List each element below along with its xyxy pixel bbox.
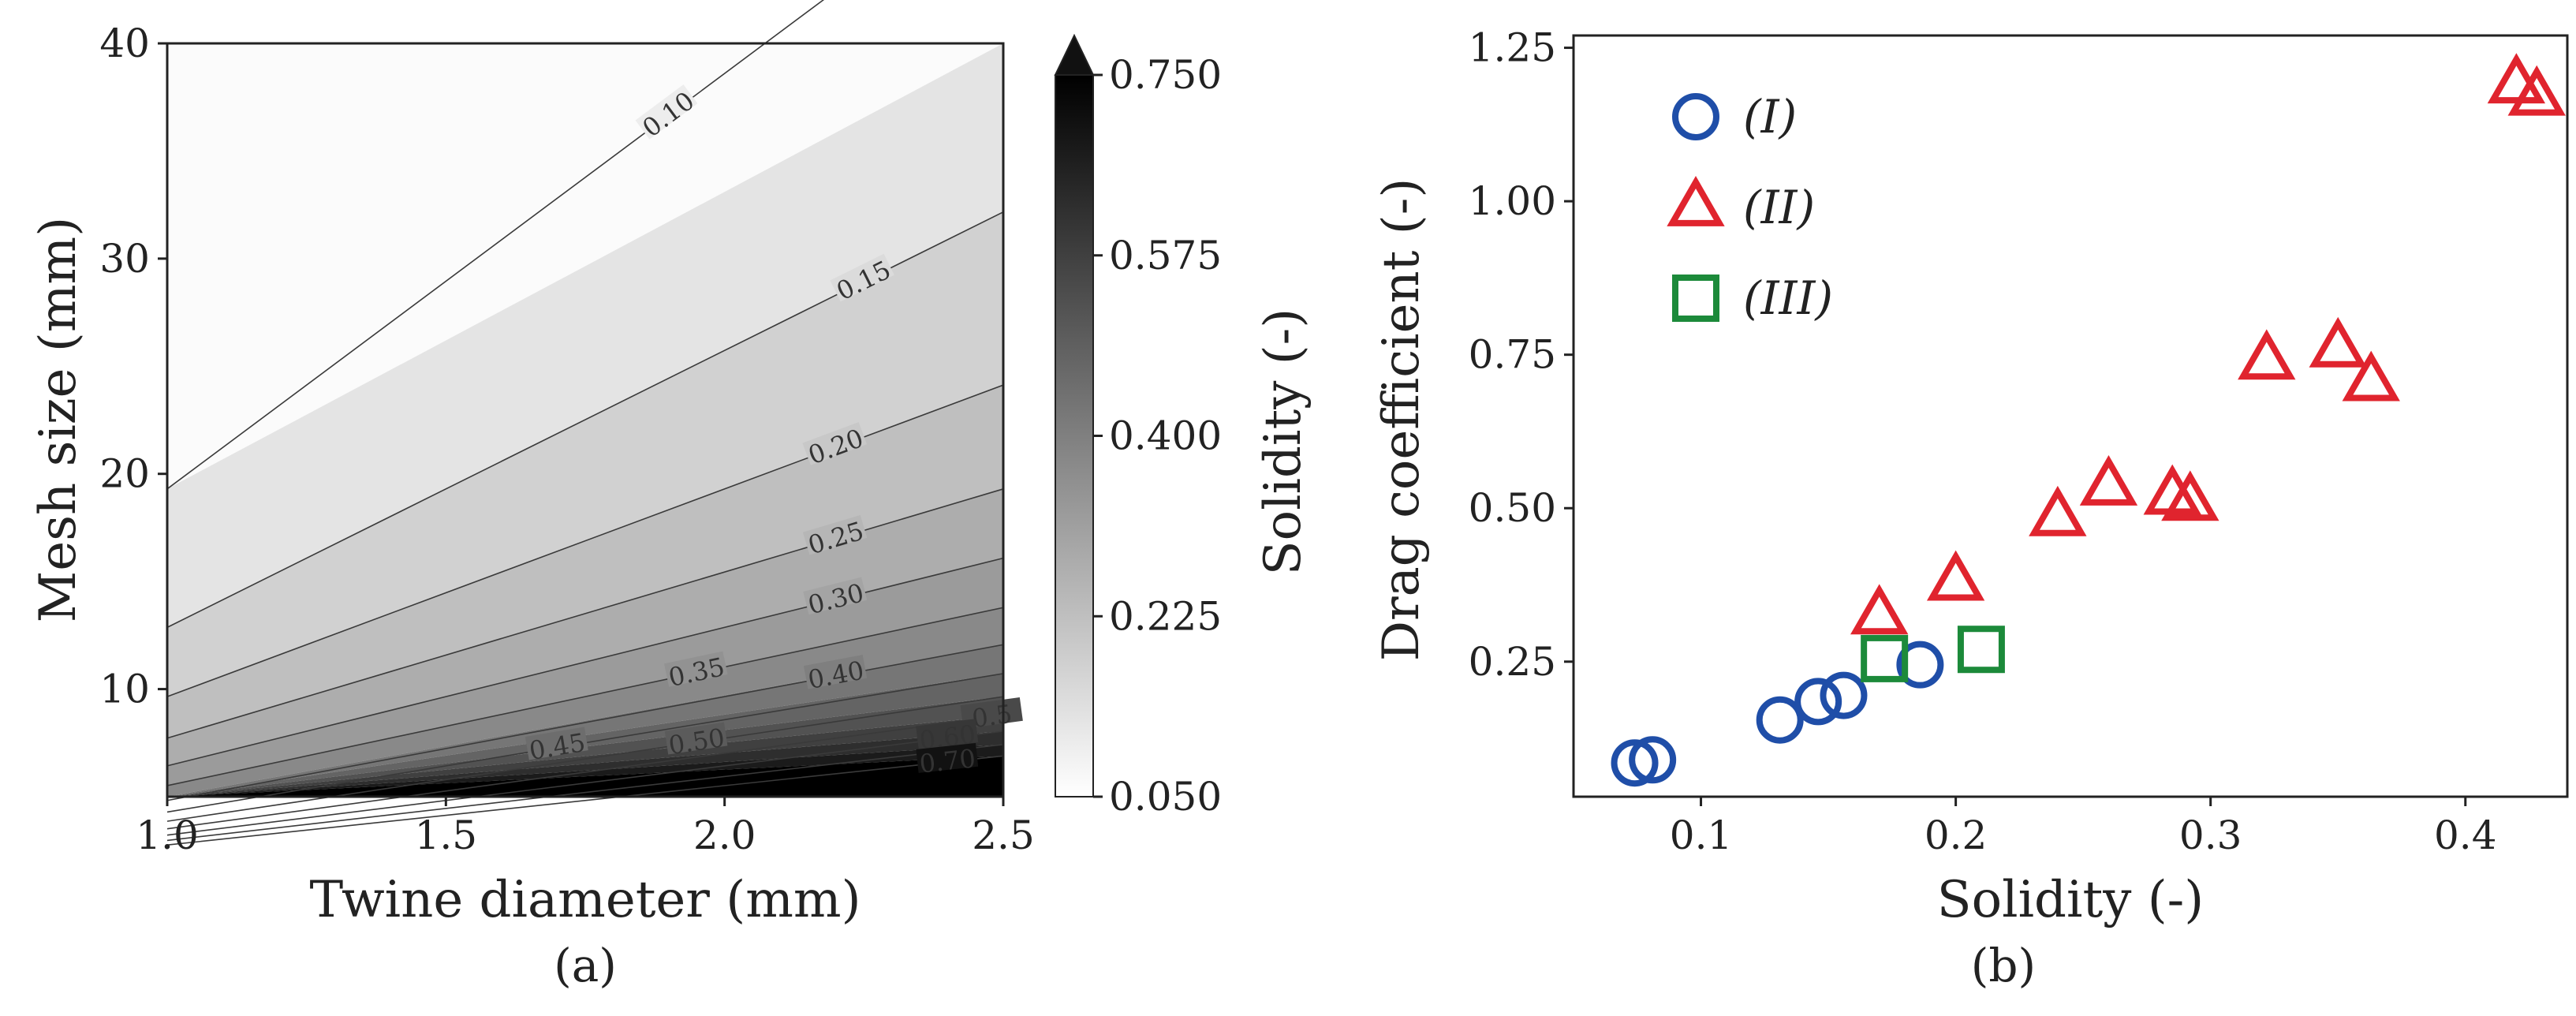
contour-label: 0.70 bbox=[918, 743, 977, 779]
x-tick-label: 1.0 bbox=[136, 812, 199, 858]
contour-label-bg bbox=[664, 651, 728, 687]
colorbar-tick-label: 0.575 bbox=[1109, 233, 1222, 278]
panel-a-x-axis-label: Twine diameter (mm) bbox=[309, 871, 861, 929]
panel-b-y-ticks: 0.25 0.50 0.75 1.00 1.25 bbox=[1469, 25, 1574, 685]
panel-a-y-ticks: 10 20 30 40 bbox=[99, 21, 167, 712]
contour-line bbox=[166, 744, 1004, 842]
scatter-point-triangle bbox=[2029, 485, 2087, 536]
contour-band bbox=[167, 731, 1003, 797]
scatter-point-triangle bbox=[1850, 584, 1909, 635]
x-tick-label: 2.0 bbox=[693, 812, 756, 858]
contour-band bbox=[167, 43, 1003, 628]
contour-band bbox=[167, 644, 1003, 797]
colorbar-tick-label: 0.225 bbox=[1109, 593, 1222, 639]
scatter-plot-frame bbox=[1572, 34, 2569, 798]
x-tick-label: 0.1 bbox=[1670, 812, 1733, 858]
x-tick-label: 2.5 bbox=[972, 812, 1035, 858]
contour-label-bg bbox=[830, 253, 894, 302]
panel-b-x-axis-label: Solidity (-) bbox=[1937, 871, 2205, 929]
contour-label-bg bbox=[916, 742, 979, 773]
contour-line bbox=[166, 0, 825, 490]
contour-band bbox=[167, 558, 1003, 786]
y-tick-label: 1.00 bbox=[1469, 178, 1556, 224]
contour-label-bg bbox=[802, 514, 868, 555]
scatter-point-circle bbox=[1794, 678, 1842, 726]
contour-line bbox=[166, 755, 1004, 846]
contour-line bbox=[166, 607, 1004, 786]
y-tick-label: 10 bbox=[99, 667, 150, 712]
scatter-point-triangle bbox=[2309, 316, 2367, 368]
y-tick-label: 0.50 bbox=[1469, 485, 1556, 531]
contour-label-bg bbox=[664, 722, 728, 755]
y-tick-label: 0.25 bbox=[1469, 639, 1556, 685]
contour-band bbox=[167, 756, 1003, 797]
colorbar-tick-label: 0.050 bbox=[1109, 774, 1222, 820]
scatter-point-triangle bbox=[2161, 470, 2219, 521]
panel-a-label: (a) bbox=[554, 939, 617, 992]
scatter-point-square bbox=[1957, 626, 2005, 674]
contour-band bbox=[167, 488, 1003, 766]
contour-band bbox=[167, 607, 1003, 797]
panel-b-y-axis-label: Drag coefficient (-) bbox=[1372, 178, 1431, 662]
panel-b: 0.1 0.2 0.3 0.4 0.25 0.50 0.75 1.00 1.25 (I) (II… bbox=[1372, 25, 2569, 992]
contour-label-bg bbox=[916, 719, 979, 750]
scatter-point-circle bbox=[1611, 739, 1659, 787]
y-tick-label: 40 bbox=[99, 21, 150, 66]
contour-label-bg bbox=[803, 655, 868, 689]
colorbar-tick-label: 0.750 bbox=[1109, 52, 1222, 98]
scatter-points bbox=[1611, 53, 2566, 787]
scatter-point-triangle bbox=[2487, 53, 2546, 104]
colorbar-ticks: 0.050 0.225 0.400 0.575 0.750 bbox=[1093, 52, 1222, 820]
colorbar-extend-arrow bbox=[1054, 33, 1095, 76]
scatter-point-triangle bbox=[1926, 550, 1985, 601]
legend-entry-label: (II) bbox=[1743, 181, 1815, 234]
scatter-point-circle bbox=[1820, 671, 1868, 719]
colorbar bbox=[1055, 74, 1094, 797]
x-tick-label: 0.3 bbox=[2179, 812, 2242, 858]
colorbar-tick-label: 0.400 bbox=[1109, 413, 1222, 459]
legend-marker-circle bbox=[1672, 93, 1719, 140]
panel-a-x-ticks: 1.0 1.5 2.0 2.5 bbox=[136, 797, 1035, 858]
scatter-point-triangle bbox=[2342, 350, 2400, 402]
contour-line bbox=[166, 696, 1004, 822]
contour-label-bg bbox=[960, 697, 1023, 729]
colorbar-label: Solidity (-) bbox=[1254, 308, 1312, 576]
legend-marker-triangle bbox=[1667, 175, 1725, 226]
scatter-point-triangle bbox=[2238, 329, 2296, 380]
contour-label: 0.5 bbox=[970, 699, 1014, 734]
legend-entry-label: (III) bbox=[1743, 271, 1833, 325]
contour-line bbox=[166, 715, 1004, 830]
y-tick-label: 30 bbox=[99, 236, 150, 282]
scatter-point-triangle bbox=[2079, 454, 2138, 506]
scatter-point-circle bbox=[1896, 641, 1944, 689]
panel-a-y-axis-label: Mesh size (mm) bbox=[29, 217, 88, 622]
contour-band bbox=[167, 211, 1003, 697]
contour-line bbox=[166, 730, 1004, 836]
x-tick-label: 1.5 bbox=[415, 812, 478, 858]
panel-b-x-ticks: 0.1 0.2 0.3 0.4 bbox=[1670, 797, 2497, 858]
x-tick-label: 0.2 bbox=[1925, 812, 1988, 858]
contour-band bbox=[167, 385, 1003, 738]
scatter-point-square bbox=[1861, 634, 1909, 682]
legend: (I) (II) (III) bbox=[1667, 90, 1833, 325]
x-tick-label: 0.4 bbox=[2434, 812, 2497, 858]
contour-label-bg bbox=[803, 577, 868, 615]
legend-entry-label: (I) bbox=[1743, 90, 1797, 144]
scatter-point-circle bbox=[1629, 736, 1677, 784]
legend-marker-square bbox=[1672, 275, 1719, 322]
scatter-point-triangle bbox=[2507, 65, 2566, 116]
contour-labels: 0.100.150.200.250.300.35 0.400.45 0.500.50… bbox=[525, 84, 1023, 779]
scatter-point-circle bbox=[1756, 696, 1804, 744]
panel-a: 0.100.150.200.250.300.35 0.400.45 0.500.50… bbox=[29, 0, 1312, 992]
contour-label-bg bbox=[635, 84, 698, 140]
y-tick-label: 20 bbox=[99, 451, 150, 497]
panel-b-label: (b) bbox=[1971, 939, 2036, 992]
contour-label-bg bbox=[525, 727, 588, 760]
y-tick-label: 0.75 bbox=[1469, 332, 1556, 378]
contour-band bbox=[167, 715, 1003, 797]
contour-label-bg bbox=[802, 422, 868, 465]
y-tick-label: 1.25 bbox=[1469, 25, 1556, 71]
contour-plot-frame bbox=[166, 42, 1005, 798]
